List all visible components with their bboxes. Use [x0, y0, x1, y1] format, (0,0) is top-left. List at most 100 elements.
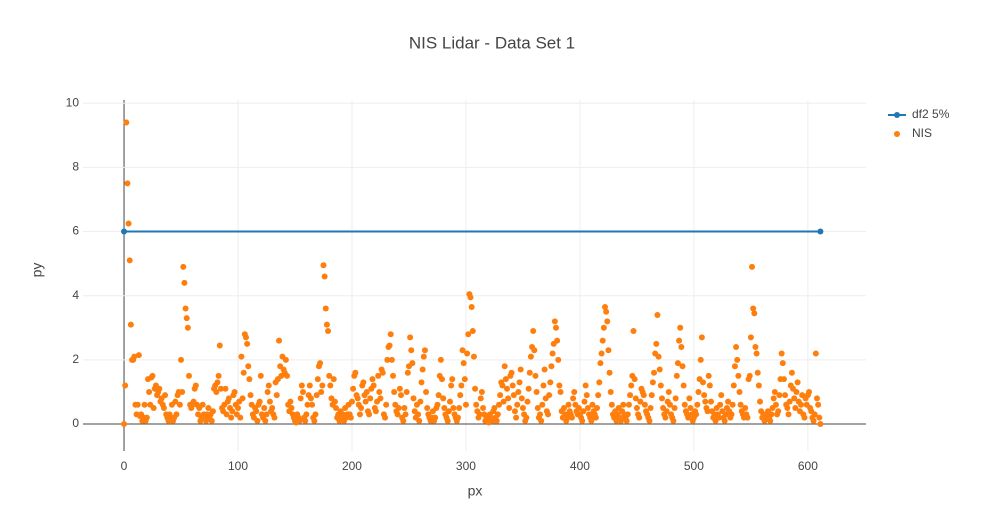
point	[432, 414, 439, 421]
point	[735, 372, 742, 379]
point	[751, 310, 758, 317]
point	[296, 417, 303, 424]
point	[656, 366, 663, 373]
point	[462, 401, 469, 408]
point	[124, 180, 131, 187]
point	[725, 398, 732, 405]
point	[423, 388, 430, 395]
point	[256, 398, 263, 405]
point	[771, 388, 778, 395]
point	[776, 392, 783, 399]
point	[401, 405, 408, 412]
point	[620, 401, 627, 408]
point	[627, 392, 634, 399]
point	[695, 388, 702, 395]
point	[707, 398, 714, 405]
point	[261, 405, 268, 412]
x-tick-label: 100	[228, 459, 248, 473]
point	[269, 405, 276, 412]
point	[640, 392, 647, 399]
point	[473, 401, 480, 408]
point	[583, 392, 590, 399]
point	[362, 398, 369, 405]
point	[549, 350, 556, 357]
point	[149, 372, 156, 379]
point	[798, 401, 805, 408]
point	[496, 401, 503, 408]
point	[254, 417, 261, 424]
point	[757, 398, 764, 405]
y-tick-label: 8	[72, 160, 79, 174]
point	[307, 395, 314, 402]
point	[121, 421, 128, 428]
point	[135, 352, 142, 359]
point	[575, 405, 582, 412]
point	[565, 401, 572, 408]
point	[678, 344, 685, 351]
point	[812, 350, 819, 357]
point	[395, 405, 402, 412]
point	[497, 392, 504, 399]
point	[509, 382, 516, 389]
point	[630, 328, 637, 335]
point	[400, 417, 407, 424]
point	[467, 294, 474, 301]
point	[264, 388, 271, 395]
point	[530, 328, 537, 335]
point	[794, 379, 801, 386]
point	[390, 372, 397, 379]
point	[608, 401, 615, 408]
point	[465, 331, 472, 338]
point	[775, 408, 782, 415]
point	[624, 411, 631, 418]
legend-label: df2 5%	[912, 107, 950, 121]
point	[546, 392, 553, 399]
point	[607, 388, 614, 395]
point	[632, 395, 639, 402]
point	[597, 360, 604, 367]
point	[537, 411, 544, 418]
point	[676, 337, 683, 344]
point	[784, 405, 791, 412]
point	[524, 398, 531, 405]
point	[742, 405, 749, 412]
point	[238, 353, 245, 360]
point	[173, 411, 180, 418]
point	[435, 392, 442, 399]
point	[806, 388, 813, 395]
point	[540, 382, 547, 389]
point	[731, 363, 738, 370]
point	[693, 411, 700, 418]
x-tick-label: 600	[798, 459, 818, 473]
point	[817, 421, 824, 428]
point	[701, 392, 708, 399]
point	[651, 369, 658, 376]
point	[508, 369, 515, 376]
point	[657, 382, 664, 389]
point	[126, 257, 133, 264]
point	[222, 385, 229, 392]
point	[358, 405, 365, 412]
point	[388, 356, 395, 363]
point	[617, 417, 624, 424]
point	[156, 385, 163, 392]
point	[472, 385, 479, 392]
point	[793, 388, 800, 395]
y-axis-title: py	[29, 263, 45, 278]
point	[494, 411, 501, 418]
point	[356, 411, 363, 418]
point	[772, 401, 779, 408]
point	[460, 360, 467, 367]
point	[584, 405, 591, 412]
point	[518, 395, 525, 402]
point	[456, 405, 463, 412]
point	[216, 342, 223, 349]
point	[491, 405, 498, 412]
point	[383, 401, 390, 408]
point	[505, 395, 512, 402]
legend-marker	[894, 112, 900, 118]
point	[384, 356, 391, 363]
point	[352, 369, 359, 376]
point	[527, 353, 534, 360]
point	[192, 382, 199, 389]
